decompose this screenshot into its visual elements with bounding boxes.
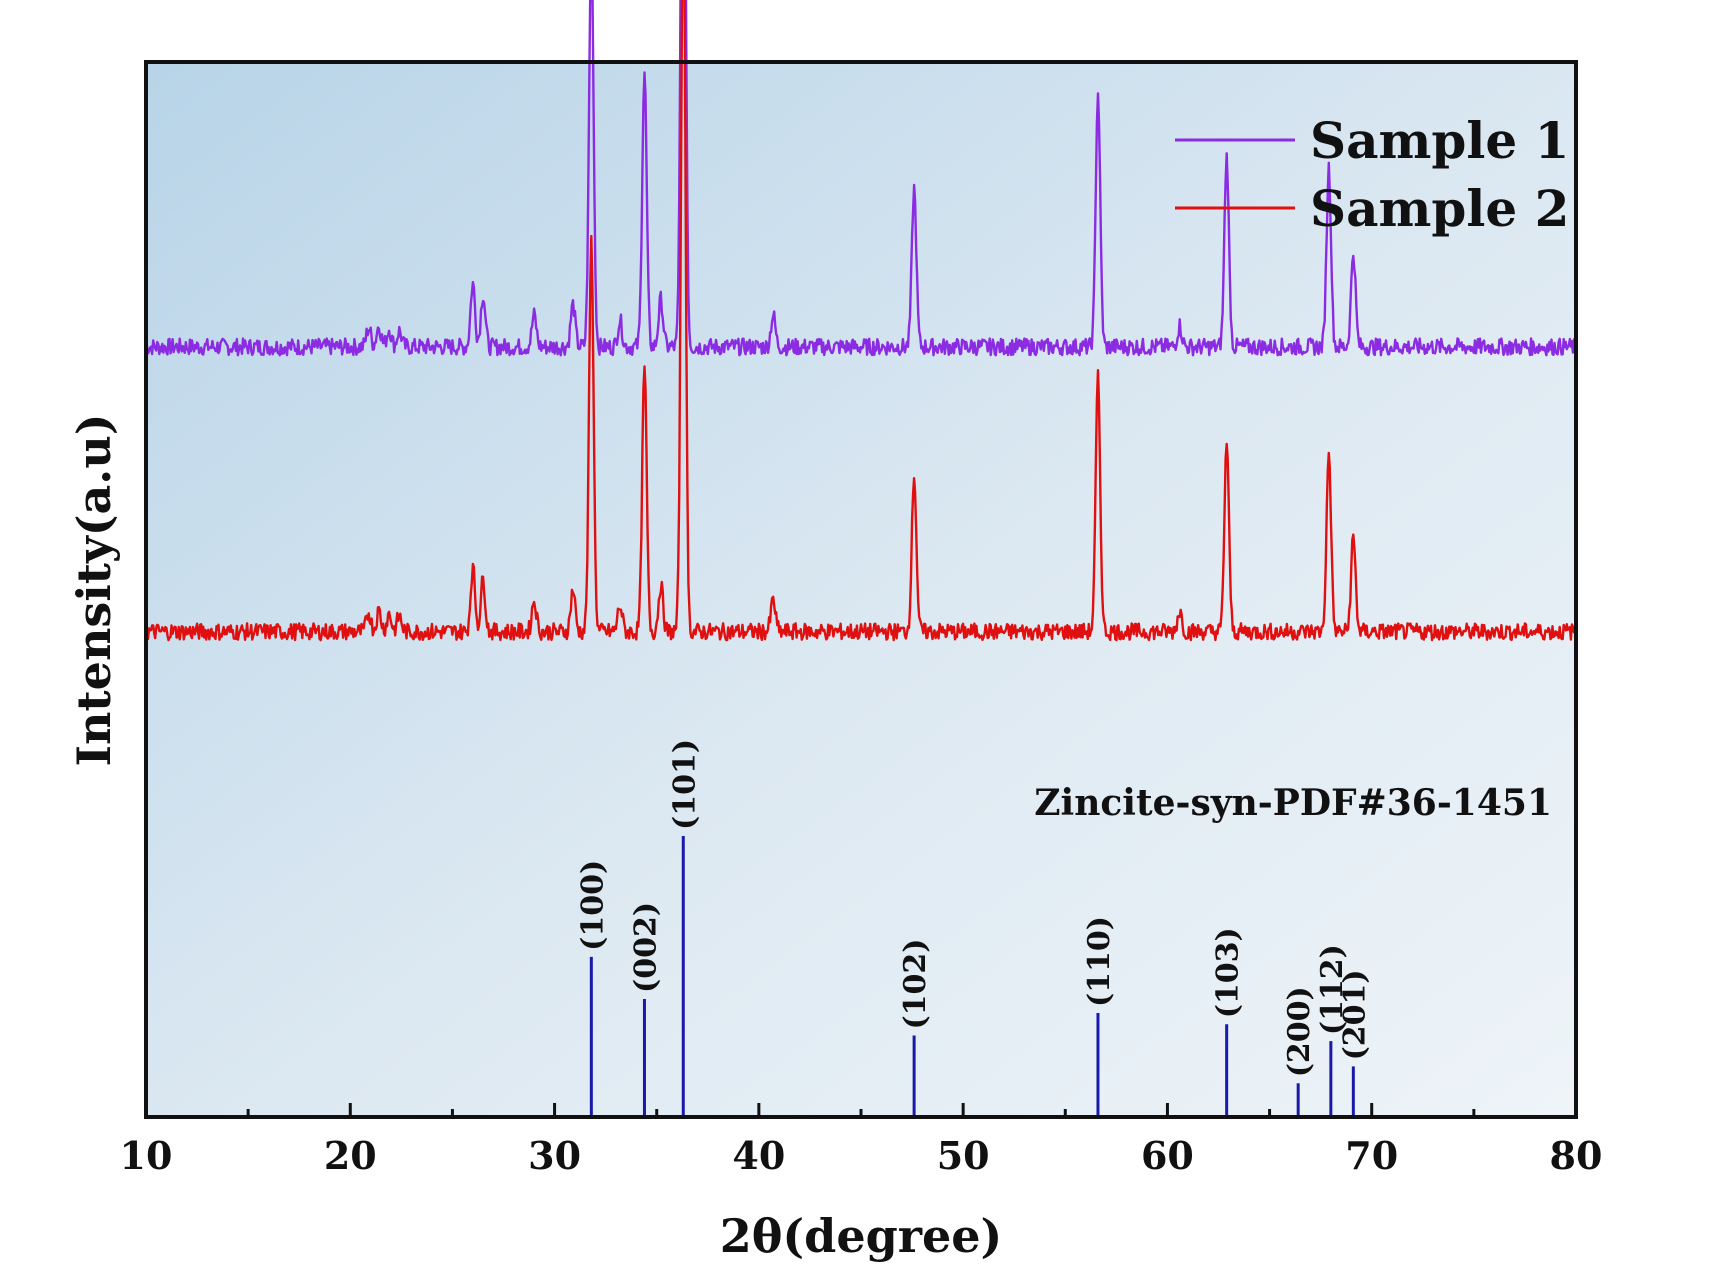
reference-hkl-label: (201)	[1337, 969, 1372, 1060]
x-tick-label: 40	[732, 1133, 785, 1178]
reference-hkl-label: (100)	[575, 860, 610, 951]
y-axis-title: Intensity(a.u)	[67, 413, 121, 766]
series-line-1	[145, 0, 1578, 357]
legend-label-sample-2: Sample 2	[1310, 179, 1569, 238]
reference-hkl-label: (002)	[628, 902, 663, 993]
reference-hkl-label: (102)	[898, 938, 933, 1029]
plot-background	[146, 62, 1576, 1117]
reference-hkl-label: (101)	[667, 739, 702, 830]
x-axis-title: 2θ(degree)	[720, 1209, 1003, 1263]
x-tick-label: 80	[1550, 1133, 1603, 1178]
reference-pattern-title: Zincite-syn-PDF#36-1451	[1034, 782, 1552, 824]
legend-label-sample-1: Sample 1	[1310, 111, 1569, 170]
reference-hkl-label: (112)	[1315, 944, 1350, 1035]
x-axis-ticks	[144, 1103, 1578, 1117]
series-line-2	[144, 0, 1578, 642]
legend: Sample 1 Sample 2	[1175, 111, 1569, 238]
x-tick-label: 70	[1345, 1133, 1398, 1178]
reference-hkl-label: (103)	[1211, 927, 1246, 1018]
x-tick-label: 30	[528, 1133, 581, 1178]
x-tick-label: 50	[937, 1133, 990, 1178]
reference-hkl-label: (110)	[1082, 916, 1117, 1007]
x-axis-tick-labels: 10 20 30 40 50 60 70 80	[120, 1133, 1603, 1178]
x-tick-label: 20	[324, 1133, 377, 1178]
x-tick-label: 60	[1141, 1133, 1194, 1178]
x-tick-label: 10	[120, 1133, 173, 1178]
series-group	[144, 0, 1578, 642]
reference-hkl-label: (200)	[1282, 986, 1317, 1077]
reference-lines-group: (100) (002) (101) (102) (110) (103) (200)(112)…	[575, 739, 1372, 1117]
